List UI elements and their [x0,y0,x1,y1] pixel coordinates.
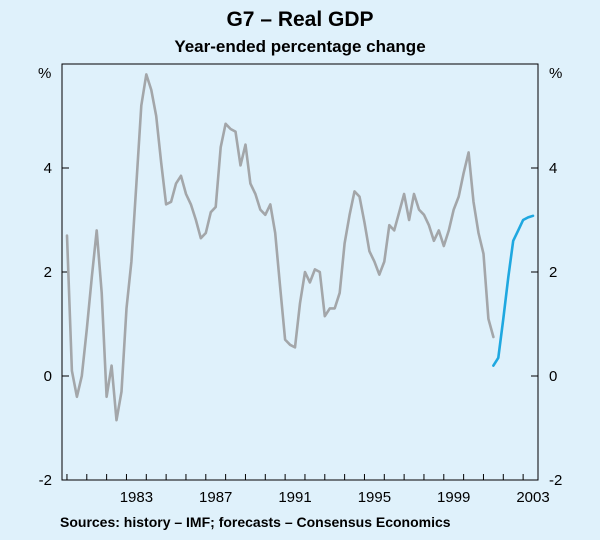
x-tick-label: 1999 [437,489,470,506]
y-tick-label-right: 0 [549,368,557,385]
x-tick-label: 2003 [516,489,549,506]
y-tick-label-left: 0 [44,368,52,385]
series-line-forecasts [492,214,535,367]
x-tick-label: 1987 [199,489,232,506]
y-tick-label-left: -2 [39,472,52,489]
plot-area [61,63,539,481]
series-line-history [65,73,495,422]
y-axis-left: -2 0 2 4 [39,160,69,489]
source-note: Sources: history – IMF; forecasts – Cons… [60,514,451,530]
y-tick-label-left: 2 [44,264,52,281]
chart-title: G7 – Real GDP [226,8,373,31]
x-axis: 1983 1987 1991 1995 1999 2003 [66,474,550,506]
y-unit-left: % [38,65,51,82]
y-tick-label-left: 4 [44,160,52,177]
x-tick-label: 1995 [358,489,391,506]
series-layer [65,73,535,422]
y-unit-right: % [549,65,562,82]
y-tick-label-right: 2 [549,264,557,281]
y-tick-label-right: -2 [549,472,562,489]
x-tick-label: 1983 [120,489,153,506]
x-tick-label: 1991 [278,489,311,506]
y-tick-label-right: 4 [549,160,557,177]
chart-subtitle: Year-ended percentage change [174,37,425,56]
y-axis-right: -2 0 2 4 [531,160,562,489]
